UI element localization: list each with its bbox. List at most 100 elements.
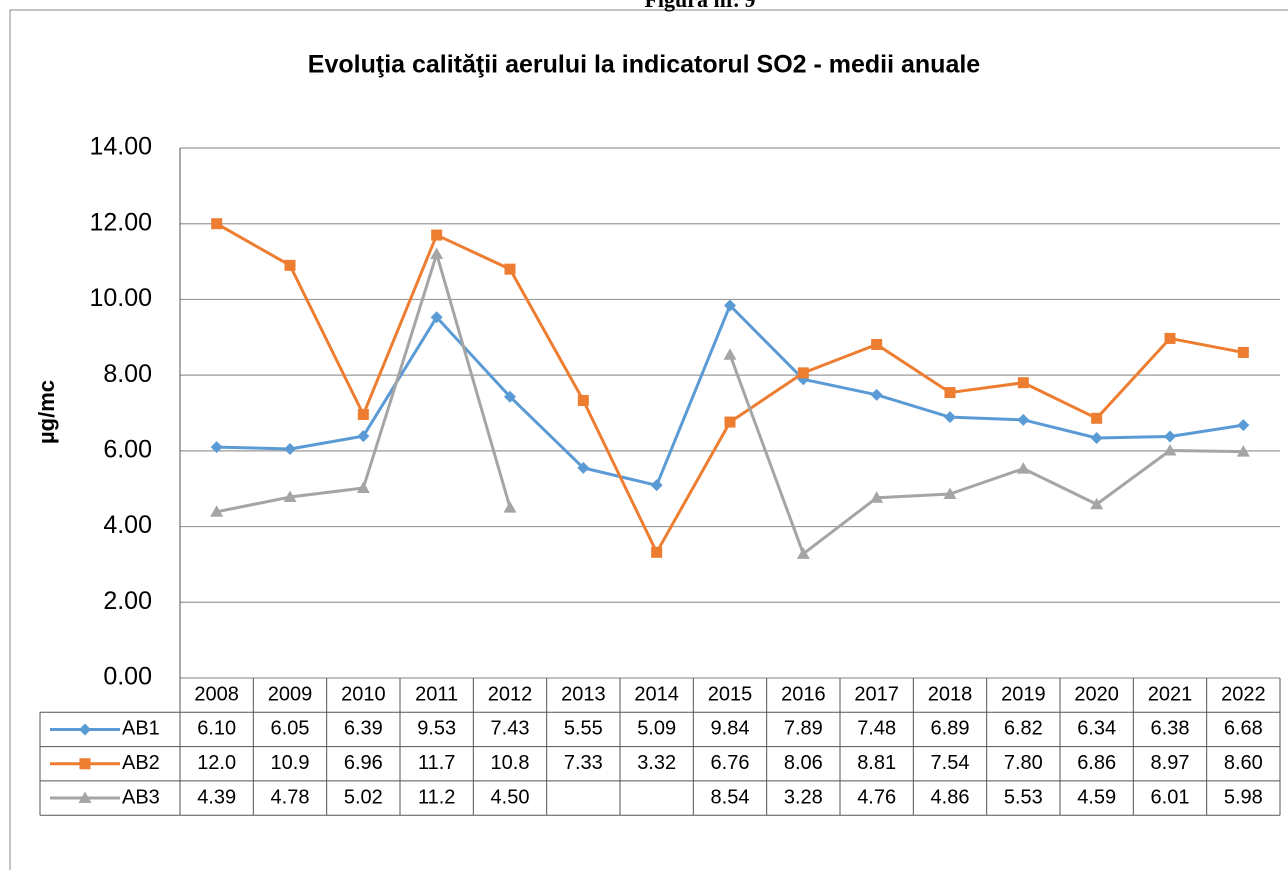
marker xyxy=(284,442,296,455)
table-value: 7.43 xyxy=(491,718,530,740)
table-value: 8.97 xyxy=(1151,752,1190,774)
table-value: 6.96 xyxy=(344,752,383,774)
table-value: 11.2 xyxy=(418,786,455,808)
marker xyxy=(1237,419,1250,432)
x-tick-label: 2021 xyxy=(1148,683,1193,705)
table-value: 11.7 xyxy=(418,752,455,774)
marker xyxy=(1091,412,1103,424)
table-value: 7.33 xyxy=(564,752,603,774)
y-tick-label: 8.00 xyxy=(103,360,152,388)
legend-marker xyxy=(79,758,91,770)
marker xyxy=(944,387,956,399)
marker xyxy=(577,395,589,407)
table-value: 3.28 xyxy=(784,786,823,808)
table-value: 6.05 xyxy=(271,718,310,740)
table-value: 8.06 xyxy=(784,752,823,774)
marker xyxy=(431,229,443,241)
table-value: 9.53 xyxy=(417,718,456,740)
table-value: 6.68 xyxy=(1224,718,1263,740)
table-value: 7.48 xyxy=(857,718,896,740)
table-value: 10.8 xyxy=(491,752,530,774)
marker xyxy=(1236,445,1250,457)
legend-marker xyxy=(79,723,91,736)
marker xyxy=(430,247,444,259)
y-tick-label: 6.00 xyxy=(103,435,152,463)
table-value: 6.01 xyxy=(1151,786,1190,808)
table-value: 4.76 xyxy=(857,786,896,808)
x-tick-label: 2010 xyxy=(341,683,386,705)
marker xyxy=(944,411,956,424)
table-value: 8.54 xyxy=(711,786,750,808)
marker xyxy=(210,441,223,454)
marker xyxy=(504,263,516,275)
table-value: 5.98 xyxy=(1224,786,1263,808)
marker xyxy=(1163,443,1177,456)
y-tick-label: 10.00 xyxy=(89,284,152,312)
table-value: 7.54 xyxy=(931,752,970,774)
table-value: 5.09 xyxy=(637,718,676,740)
table-value: 8.81 xyxy=(857,752,896,774)
table-value: 6.10 xyxy=(197,718,236,740)
marker xyxy=(651,546,663,558)
marker xyxy=(871,338,883,350)
legend-label: AB2 xyxy=(122,752,160,774)
x-tick-label: 2011 xyxy=(415,683,458,705)
chart-title: Evoluţia calităţii aerului la indicatoru… xyxy=(308,51,980,79)
marker xyxy=(356,481,370,493)
marker xyxy=(577,461,590,474)
table-value: 5.02 xyxy=(344,786,383,808)
y-tick-label: 4.00 xyxy=(103,511,152,539)
marker xyxy=(724,299,736,312)
x-tick-label: 2018 xyxy=(928,683,973,705)
marker xyxy=(357,409,369,421)
table-value: 4.59 xyxy=(1077,786,1116,808)
marker xyxy=(210,505,224,517)
x-tick-label: 2008 xyxy=(194,683,239,705)
y-axis-label: µg/mc xyxy=(34,380,59,444)
x-tick-label: 2009 xyxy=(268,683,313,705)
marker xyxy=(650,479,663,492)
marker xyxy=(504,390,516,403)
marker xyxy=(724,416,736,428)
table-value: 6.38 xyxy=(1151,718,1190,740)
marker xyxy=(870,491,884,503)
x-tick-label: 2014 xyxy=(634,683,679,705)
x-tick-label: 2016 xyxy=(781,683,826,705)
y-tick-label: 12.00 xyxy=(89,208,152,236)
marker xyxy=(284,259,296,271)
table-value: 6.89 xyxy=(931,718,970,740)
marker xyxy=(503,501,517,513)
table-value: 7.89 xyxy=(784,718,823,740)
marker xyxy=(723,348,737,360)
marker xyxy=(1090,431,1103,444)
table-value: 7.80 xyxy=(1004,752,1043,774)
marker xyxy=(1164,430,1176,443)
table-value: 5.53 xyxy=(1004,786,1043,808)
marker xyxy=(1017,377,1029,389)
table-value: 4.39 xyxy=(197,786,236,808)
table-value: 12.0 xyxy=(197,752,236,774)
legend-label: AB3 xyxy=(122,786,160,808)
marker xyxy=(430,311,443,324)
x-tick-label: 2022 xyxy=(1221,683,1266,705)
x-tick-label: 2017 xyxy=(854,683,899,705)
marker xyxy=(1090,497,1104,510)
chart-border xyxy=(9,9,1288,870)
x-tick-label: 2013 xyxy=(561,683,606,705)
y-tick-label: 0.00 xyxy=(103,663,152,691)
marker xyxy=(211,218,223,230)
marker xyxy=(357,430,370,443)
table-value: 6.86 xyxy=(1077,752,1116,774)
marker xyxy=(1016,462,1030,474)
table-value: 6.82 xyxy=(1004,718,1043,740)
y-tick-label: 14.00 xyxy=(89,133,152,161)
table-value: 10.9 xyxy=(271,752,310,774)
table-value: 4.50 xyxy=(491,786,530,808)
legend-label: AB1 xyxy=(122,718,160,740)
marker xyxy=(797,367,809,379)
legend-marker xyxy=(78,791,92,804)
marker xyxy=(870,388,883,401)
table-value: 6.34 xyxy=(1077,718,1116,740)
x-tick-label: 2015 xyxy=(708,683,753,705)
